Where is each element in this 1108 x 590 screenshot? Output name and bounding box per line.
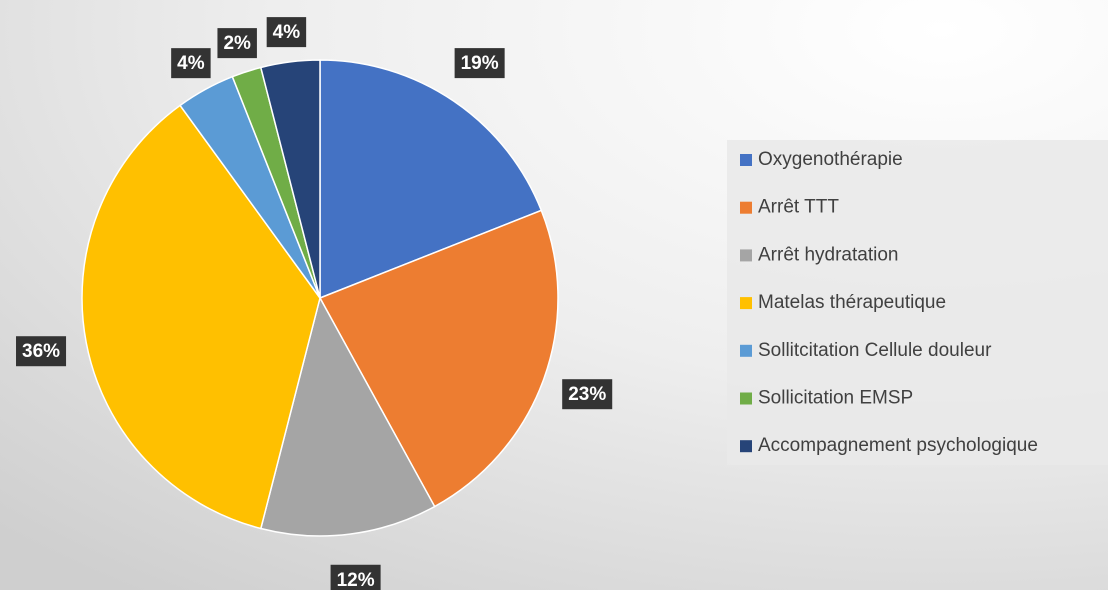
data-label-box — [562, 379, 613, 410]
legend-swatch — [740, 440, 752, 453]
data-label: 4% — [177, 53, 205, 74]
data-label: 19% — [461, 53, 499, 74]
legend-swatch — [740, 201, 752, 214]
data-label: 36% — [22, 341, 60, 362]
legend-label: Sollicitation EMSP — [758, 388, 913, 409]
pie-slice — [259, 295, 436, 537]
legend-swatch — [740, 392, 752, 405]
legend-swatch — [740, 344, 752, 357]
legend-label: Arrêt TTT — [758, 197, 839, 218]
data-label-box — [454, 48, 505, 79]
data-label-box — [171, 48, 211, 79]
legend-label: Arrêt hydratation — [758, 244, 898, 265]
data-label-box — [330, 564, 381, 590]
legend-label: Sollitcitation Cellule douleur — [758, 340, 992, 361]
legend-label: Accompagnement psychologique — [758, 435, 1038, 456]
pie-slice — [318, 209, 559, 508]
data-label: 12% — [337, 570, 375, 590]
legend-swatch — [740, 297, 752, 310]
data-label: 23% — [568, 384, 606, 405]
legend-swatch — [740, 249, 752, 262]
pie-slice — [319, 59, 543, 300]
data-label-box — [266, 17, 307, 48]
legend-swatch — [740, 154, 752, 166]
data-label-box — [217, 28, 257, 59]
pie-slice — [259, 59, 321, 299]
data-label: 2% — [223, 33, 251, 54]
legend-box — [727, 140, 1108, 465]
legend-label: Matelas thérapeutique — [758, 292, 946, 313]
data-label: 4% — [273, 22, 301, 43]
pie-slice — [81, 104, 321, 530]
data-label-box — [16, 336, 67, 367]
legend-label: Oxygenothérapie — [758, 149, 903, 170]
